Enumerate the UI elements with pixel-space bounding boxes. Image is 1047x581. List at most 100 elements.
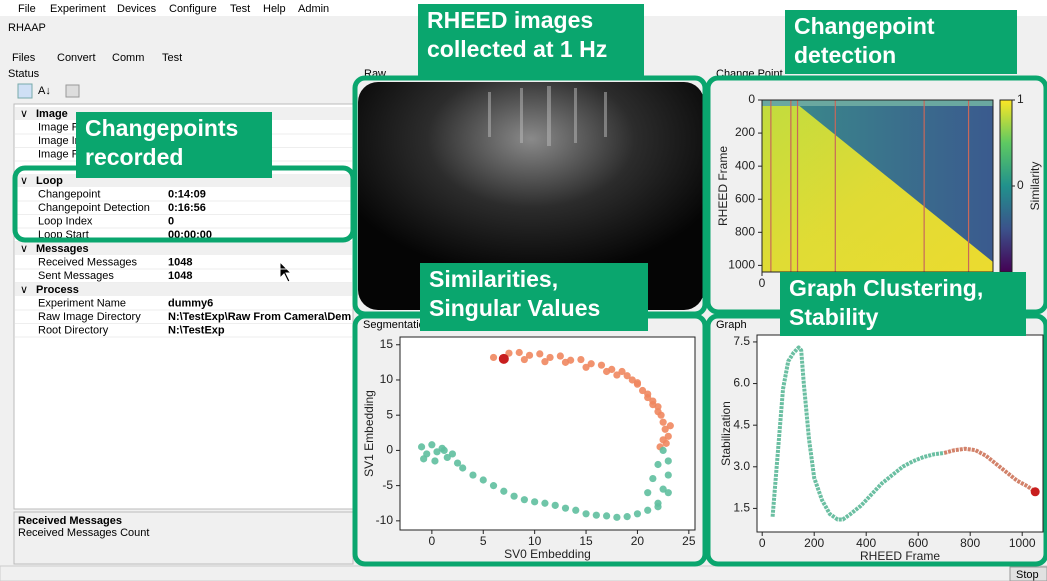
callout-text: Similarities, — [429, 266, 558, 292]
x-tick-label: 5 — [480, 534, 487, 548]
x-tick-label: 25 — [682, 534, 696, 548]
stop-label[interactable]: Stop — [1016, 569, 1039, 581]
point — [598, 362, 605, 369]
status-bar — [0, 566, 1047, 581]
callout-text: recorded — [85, 144, 183, 170]
point — [562, 359, 569, 366]
point — [644, 507, 651, 514]
categorized-icon[interactable] — [18, 84, 32, 98]
point — [516, 349, 523, 356]
y-tick-label: 4.5 — [733, 417, 750, 431]
callout-text: Changepoints — [85, 115, 238, 141]
point — [613, 371, 620, 378]
submenu-item[interactable]: Test — [162, 52, 182, 64]
property-value: 0:14:09 — [168, 188, 206, 200]
pages-icon[interactable] — [66, 85, 79, 97]
point — [418, 443, 425, 450]
y-tick-label: 5 — [386, 407, 393, 421]
category-name: Process — [36, 284, 79, 296]
category-name: Image — [36, 108, 68, 120]
property-label: Sent Messages — [38, 270, 114, 282]
colorbar-tick-label: 0 — [1017, 178, 1024, 192]
point — [634, 379, 641, 386]
x-tick-label: 20 — [631, 534, 645, 548]
point — [649, 401, 656, 408]
expand-icon: ∨ — [20, 175, 28, 187]
point — [521, 496, 528, 503]
point — [624, 513, 631, 520]
callout-text: Changepoint — [794, 13, 935, 39]
point — [593, 512, 600, 519]
heatmap-top-band — [762, 100, 993, 106]
y-axis-label: SV1 Embedding — [362, 390, 376, 477]
property-label: Changepoint Detection — [38, 202, 150, 214]
plot-area — [757, 335, 1043, 532]
property-value: N:\TestExp — [168, 324, 225, 336]
category-name: Messages — [36, 243, 89, 255]
menu-item[interactable]: File — [18, 3, 36, 15]
x-tick-label: 15 — [579, 534, 593, 548]
point — [644, 394, 651, 401]
property-value: N:\TestExp\Raw From Camera\Dem — [168, 311, 351, 323]
x-tick-label: 0 — [759, 536, 766, 550]
point — [654, 461, 661, 468]
y-tick-label: -10 — [376, 513, 394, 527]
y-tick-label: 800 — [735, 224, 755, 238]
property-value: dummy6 — [168, 297, 213, 309]
expand-icon: ∨ — [20, 108, 28, 120]
point — [480, 476, 487, 483]
property-label: Image Fi — [38, 121, 81, 133]
x-tick-label: 0 — [759, 276, 766, 290]
point — [552, 502, 559, 509]
y-tick-label: 600 — [735, 191, 755, 205]
point — [449, 450, 456, 457]
submenu-item[interactable]: Convert — [57, 52, 96, 64]
callout-text: Graph Clustering, — [789, 275, 983, 301]
page: A↓ Stop RHAAP Status Received Messages R… — [0, 0, 1047, 581]
property-label: Received Messages — [38, 256, 138, 268]
point — [441, 447, 448, 454]
callout-text: collected at 1 Hz — [427, 36, 607, 62]
point — [644, 489, 651, 496]
x-tick-label: 1000 — [1009, 536, 1036, 550]
point — [667, 422, 674, 429]
window: A↓ Stop RHAAP Status Received Messages R… — [0, 0, 1047, 581]
point — [499, 354, 509, 364]
submenu-item[interactable]: Comm — [112, 52, 144, 64]
point — [420, 455, 427, 462]
property-value: 0 — [168, 215, 174, 227]
submenu-item[interactable]: Files — [12, 52, 36, 64]
x-tick-label: 0 — [429, 534, 436, 548]
point — [654, 503, 661, 510]
menu-item[interactable]: Devices — [117, 3, 157, 15]
property-value: 1048 — [168, 256, 192, 268]
point — [541, 500, 548, 507]
x-axis-label: SV0 Embedding — [504, 547, 591, 561]
menu-item[interactable]: Experiment — [50, 3, 106, 15]
property-label: Changepoint — [38, 188, 100, 200]
point — [536, 350, 543, 357]
x-tick-label: 10 — [528, 534, 542, 548]
point — [603, 368, 610, 375]
expand-icon: ∨ — [20, 243, 28, 255]
menu-item[interactable]: Help — [263, 3, 286, 15]
sort-icon[interactable]: A↓ — [38, 85, 51, 97]
app-title: RHAAP — [8, 22, 46, 34]
property-value: 1048 — [168, 270, 192, 282]
y-tick-label: 7.5 — [733, 334, 750, 348]
y-tick-label: 3.0 — [733, 459, 750, 473]
point — [469, 471, 476, 478]
menu-item[interactable]: Configure — [169, 3, 217, 15]
property-label: Raw Image Directory — [38, 311, 141, 323]
callout-text: RHEED images — [427, 7, 593, 33]
point — [431, 457, 438, 464]
x-tick-label: 600 — [908, 536, 928, 550]
colorbar — [1000, 100, 1012, 272]
y-axis-label: RHEED Frame — [716, 146, 730, 226]
y-tick-label: 10 — [380, 372, 394, 386]
y-tick-label: 200 — [735, 125, 755, 139]
menu-item[interactable]: Admin — [298, 3, 329, 15]
point — [660, 447, 667, 454]
end-marker — [1031, 487, 1040, 496]
menu-item[interactable]: Test — [230, 3, 250, 15]
